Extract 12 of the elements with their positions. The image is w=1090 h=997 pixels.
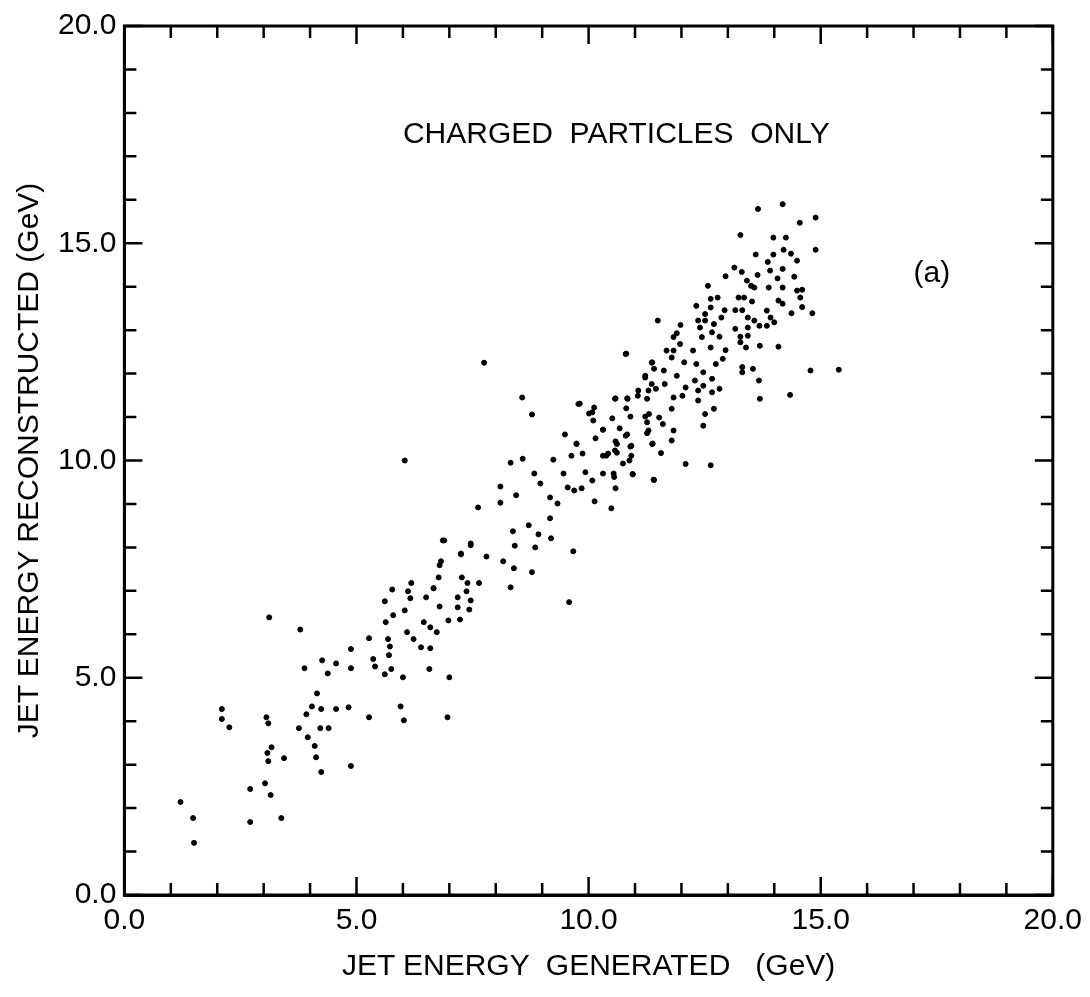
x-tick-label: 10.0 bbox=[559, 902, 618, 936]
x-tick-label: 5.0 bbox=[335, 902, 378, 936]
annotation: CHARGED PARTICLES ONLY bbox=[402, 115, 830, 149]
y-tick-label: 5.0 bbox=[74, 659, 117, 693]
x-axis-title: JET ENERGY GENERATED (GeV) bbox=[341, 948, 836, 982]
x-tick-label: 20.0 bbox=[1023, 902, 1082, 936]
annotation: (a) bbox=[913, 254, 951, 288]
y-tick-label: 10.0 bbox=[58, 441, 117, 475]
y-axis-title: JET ENERGY RECONSTRUCTED (GeV) bbox=[11, 182, 45, 739]
y-tick-label: 15.0 bbox=[58, 224, 117, 258]
y-tick-label: 20.0 bbox=[58, 7, 117, 41]
x-tick-label: 15.0 bbox=[791, 902, 850, 936]
